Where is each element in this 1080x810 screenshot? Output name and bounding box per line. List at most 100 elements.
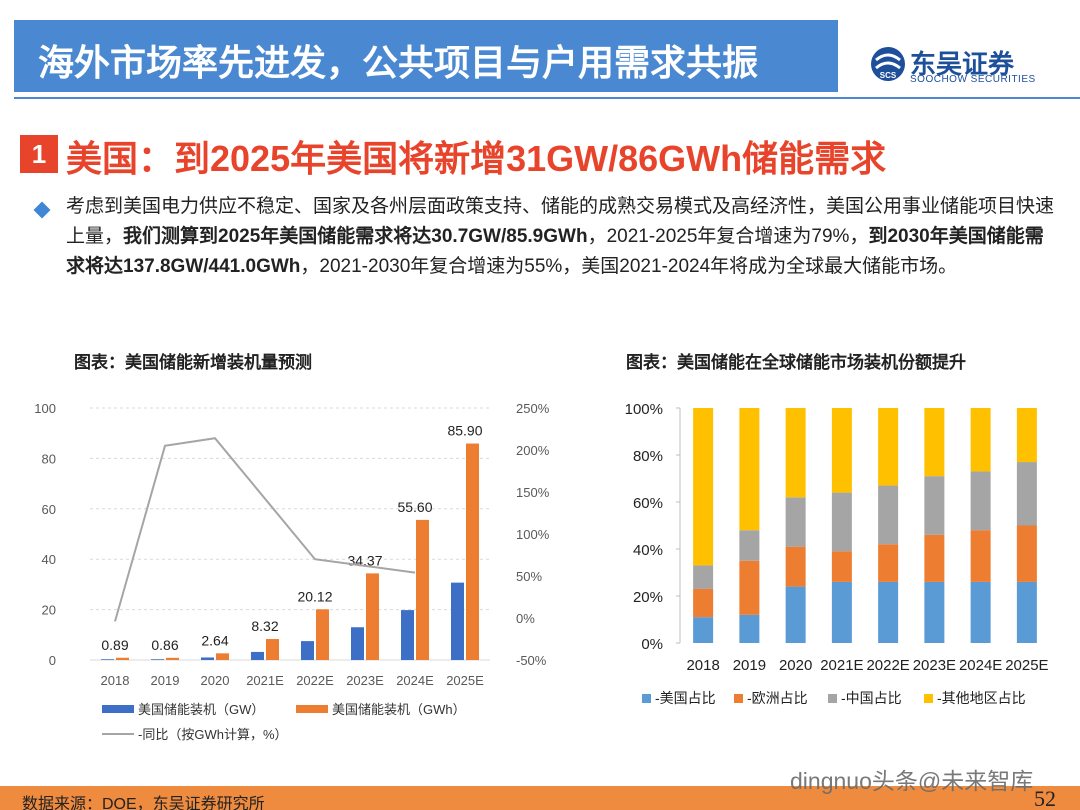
diamond-bullet-icon bbox=[33, 201, 51, 219]
stacked-segment bbox=[785, 586, 806, 643]
x-tick-label: 2021E bbox=[246, 673, 284, 688]
stacked-segment bbox=[739, 408, 760, 531]
bar-data-label: 0.86 bbox=[151, 637, 178, 653]
stacked-segment bbox=[924, 476, 945, 535]
bar-gwh bbox=[416, 519, 429, 660]
stacked-segment bbox=[693, 565, 714, 589]
legend-label: -美国占比 bbox=[655, 690, 716, 706]
stacked-segment bbox=[878, 544, 899, 582]
page-number: 52 bbox=[1034, 786, 1056, 810]
bar-gw bbox=[251, 651, 264, 660]
stacked-segment bbox=[785, 497, 806, 547]
stacked-segment bbox=[878, 408, 899, 486]
legend-label: -中国占比 bbox=[841, 690, 902, 706]
stacked-segment bbox=[693, 617, 714, 643]
stacked-segment bbox=[693, 588, 714, 618]
y-tick-label: 60% bbox=[633, 495, 663, 512]
bar-data-label: 20.12 bbox=[297, 588, 332, 604]
y-tick-label: 80% bbox=[633, 448, 663, 465]
slide-title: 海外市场率先进发，公共项目与户用需求共振 bbox=[38, 42, 759, 83]
key-point-part2: ，2021-2025年复合增速为79%， bbox=[587, 226, 869, 247]
key-point-part1: 考虑到美国电力供应不稳定、国家及各州层面政策支持、储能的成熟交易模式及高经济性，… bbox=[66, 196, 1055, 247]
y-tick-label: 100% bbox=[625, 401, 663, 418]
data-source: 数据来源：DOE，东吴证券研究所 bbox=[22, 796, 265, 810]
x-tick-label: 2019 bbox=[733, 657, 766, 674]
y-tick-label: 0% bbox=[641, 636, 663, 653]
stacked-segment bbox=[1016, 581, 1037, 643]
stacked-segment bbox=[831, 408, 852, 493]
y-tick-label: 100 bbox=[34, 401, 56, 416]
x-tick-label: 2021E bbox=[820, 657, 863, 674]
installations-forecast-chart: 0 20 40 60 80 100 -50% 0% 50% 100% 150% 200% 250% 0.8… bbox=[34, 401, 550, 742]
stacked-segment bbox=[970, 471, 991, 531]
legend-label-gw: 美国储能装机（GW） bbox=[138, 702, 264, 717]
stacked-segment bbox=[970, 530, 991, 582]
x-tick-label: 2019 bbox=[151, 673, 180, 688]
x-tick-label: 2020 bbox=[201, 673, 230, 688]
stacked-segment bbox=[739, 614, 760, 643]
stacked-segment bbox=[924, 534, 945, 582]
watermark: dingnuo头条@未来智库 bbox=[790, 768, 1034, 794]
bar-data-label: 8.32 bbox=[251, 618, 278, 634]
bar-data-label: 55.60 bbox=[397, 499, 432, 515]
bar-gwh bbox=[266, 639, 279, 660]
stacked-segment bbox=[970, 581, 991, 643]
y-tick-label: 80 bbox=[42, 451, 56, 466]
stacked-segment bbox=[785, 408, 806, 498]
bar-gw bbox=[151, 659, 164, 660]
y2-tick-label: 250% bbox=[516, 401, 550, 416]
bar-gw bbox=[201, 657, 214, 660]
stacked-segment bbox=[924, 408, 945, 477]
company-logo: SCS 东吴证券 SOOCHOW SECURITIES bbox=[870, 44, 1070, 88]
legend-label: -欧洲占比 bbox=[747, 690, 808, 706]
bar-gw bbox=[451, 582, 464, 660]
key-point-bold2: 到2030年美国储能需求将达137.8GW/441.0GWh bbox=[66, 226, 1044, 277]
bar-data-label: 0.89 bbox=[101, 637, 128, 653]
stacked-segment bbox=[878, 581, 899, 643]
legend-swatch bbox=[642, 694, 651, 703]
y-tick-label: 40 bbox=[42, 552, 56, 567]
x-tick-label: 2025E bbox=[1005, 657, 1048, 674]
bar-gwh bbox=[116, 657, 129, 660]
bar-gwh bbox=[166, 657, 179, 660]
section-title: 美国：到2025年美国将新增31GW/86GWh储能需求 bbox=[66, 138, 887, 179]
bar-data-label: 85.90 bbox=[447, 423, 482, 439]
legend-swatch-gwh bbox=[296, 705, 328, 713]
bar-gw bbox=[351, 627, 364, 660]
bar-gwh bbox=[216, 653, 229, 660]
x-tick-label: 2025E bbox=[446, 673, 484, 688]
x-tick-label: 2024E bbox=[396, 673, 434, 688]
y2-tick-label: 50% bbox=[516, 569, 542, 584]
chart1-title: 图表：美国储能新增装机量预测 bbox=[74, 353, 312, 372]
chart2-title: 图表：美国储能在全球储能市场装机份额提升 bbox=[626, 353, 966, 372]
logo-en: SOOCHOW SECURITIES bbox=[910, 74, 1036, 85]
logo-mark-text: SCS bbox=[880, 71, 897, 80]
stacked-segment bbox=[831, 492, 852, 552]
stacked-segment bbox=[739, 560, 760, 615]
x-tick-label: 2023E bbox=[346, 673, 384, 688]
bar-gwh bbox=[366, 573, 379, 660]
x-tick-label: 2024E bbox=[959, 657, 1002, 674]
stacked-segment bbox=[878, 485, 899, 545]
stacked-segment bbox=[1016, 408, 1037, 463]
bar-gwh bbox=[466, 443, 479, 660]
y-tick-label: 20% bbox=[633, 589, 663, 606]
stacked-segment bbox=[970, 408, 991, 472]
bar-gw bbox=[301, 641, 314, 660]
legend-swatch-gw bbox=[102, 705, 134, 713]
key-point-bold1: 我们测算到2025年美国储能需求将达30.7GW/85.9GWh bbox=[123, 226, 588, 247]
stacked-segment bbox=[785, 546, 806, 587]
logo-mark-icon: SCS bbox=[871, 47, 905, 81]
y2-tick-label: 200% bbox=[516, 443, 550, 458]
stacked-segment bbox=[924, 581, 945, 643]
bar-gw bbox=[401, 610, 414, 660]
key-point-part3: ，2021-2030年复合增速为55%，美国2021-2024年将成为全球最大储… bbox=[300, 256, 958, 277]
x-tick-label: 2020 bbox=[779, 657, 812, 674]
bar-gw bbox=[101, 659, 114, 660]
key-point-text: 考虑到美国电力供应不稳定、国家及各州层面政策支持、储能的成熟交易模式及高经济性，… bbox=[66, 192, 1056, 282]
y-tick-label: 60 bbox=[42, 502, 56, 517]
y2-tick-label: -50% bbox=[516, 653, 547, 668]
x-tick-label: 2022E bbox=[296, 673, 334, 688]
stacked-segment bbox=[1016, 525, 1037, 582]
bar-gwh bbox=[316, 609, 329, 660]
